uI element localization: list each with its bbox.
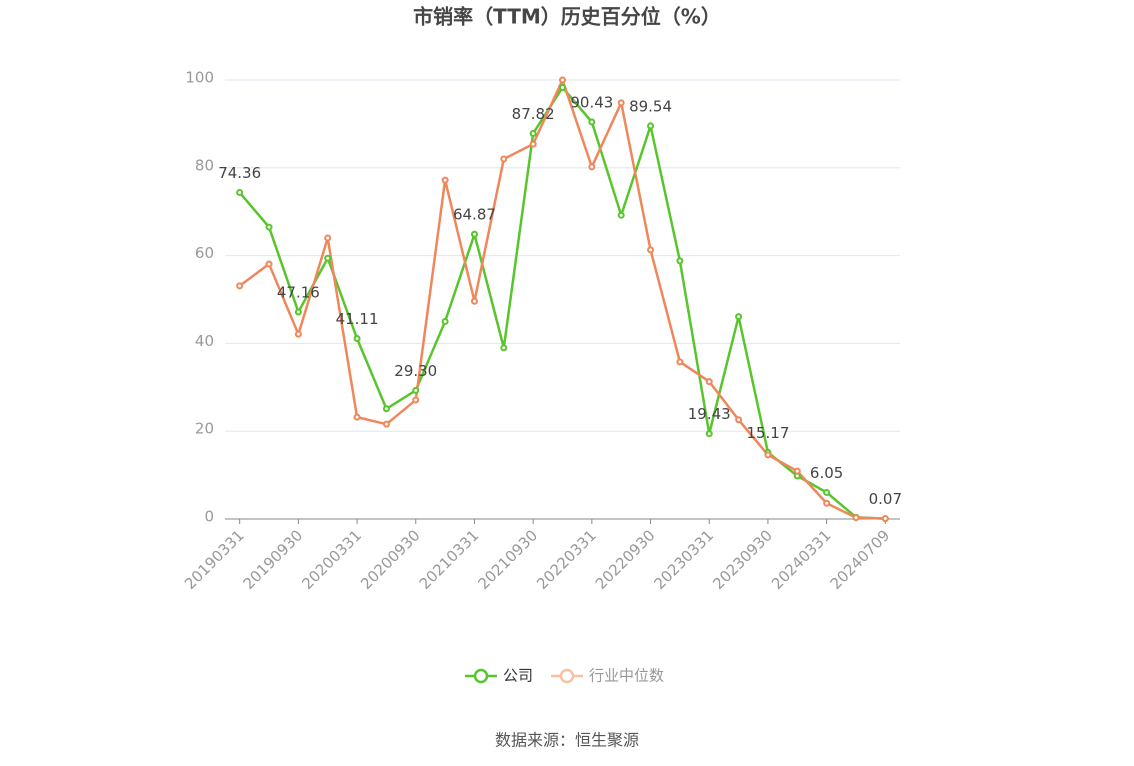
point <box>500 344 508 352</box>
legend-label: 公司 <box>503 667 533 685</box>
point <box>382 420 390 428</box>
legend-marker <box>559 668 575 684</box>
point <box>852 514 860 522</box>
y-tick-label: 80 <box>195 156 214 174</box>
y-tick-label: 20 <box>195 420 214 438</box>
point <box>412 386 420 394</box>
x-tick-label: 20230331 <box>651 526 718 593</box>
data-label: 29.30 <box>394 362 437 380</box>
point <box>441 176 449 184</box>
data-label: 19.43 <box>688 405 731 423</box>
y-tick-label: 60 <box>195 244 214 262</box>
data-label: 64.87 <box>453 206 496 224</box>
data-label: 90.43 <box>570 94 613 112</box>
x-tick-label: 20190930 <box>240 526 307 593</box>
point <box>823 488 831 496</box>
data-label: 89.54 <box>629 97 672 115</box>
point <box>265 223 273 231</box>
point <box>823 499 831 507</box>
data-label: 0.07 <box>869 490 902 508</box>
point <box>588 163 596 171</box>
data-label: 15.17 <box>746 424 789 442</box>
legend-marker <box>473 668 489 684</box>
point <box>265 260 273 268</box>
y-tick-label: 40 <box>195 332 214 350</box>
point <box>441 317 449 325</box>
point <box>412 396 420 404</box>
point <box>529 140 537 148</box>
point <box>617 211 625 219</box>
point <box>647 246 655 254</box>
x-tick-label: 20230930 <box>709 526 776 593</box>
point <box>676 358 684 366</box>
x-tick-label: 20240331 <box>768 526 835 593</box>
x-tick-label: 20200331 <box>298 526 365 593</box>
data-label: 74.36 <box>218 164 261 182</box>
data-label: 87.82 <box>512 105 555 123</box>
point <box>470 230 478 238</box>
x-tick-label: 20220930 <box>592 526 659 593</box>
point <box>324 234 332 242</box>
point <box>647 122 655 130</box>
x-tick-label: 20210331 <box>416 526 483 593</box>
data-label: 6.05 <box>810 464 843 482</box>
x-tick-label: 20220331 <box>533 526 600 593</box>
point <box>294 330 302 338</box>
source-note: 数据来源：恒生聚源 <box>495 731 639 750</box>
point <box>588 118 596 126</box>
chart-title: 市销率（TTM）历史百分位（%） <box>413 5 721 29</box>
y-tick-label: 0 <box>204 508 214 526</box>
point <box>470 297 478 305</box>
x-tick-label: 20200930 <box>357 526 424 593</box>
point <box>294 308 302 316</box>
point <box>382 405 390 413</box>
point <box>705 430 713 438</box>
series-line <box>238 85 886 520</box>
x-tick-label: 20190331 <box>181 526 248 593</box>
point <box>500 155 508 163</box>
point <box>881 515 889 523</box>
x-tick-label: 20240709 <box>827 526 894 593</box>
point <box>617 99 625 107</box>
point <box>676 257 684 265</box>
series-line <box>238 76 886 520</box>
point <box>324 254 332 262</box>
point <box>236 282 244 290</box>
point <box>764 451 772 459</box>
data-label: 47.16 <box>277 283 320 301</box>
data-label: 41.11 <box>336 310 379 328</box>
point <box>559 83 566 91</box>
point <box>735 416 743 424</box>
point <box>735 313 743 321</box>
point <box>353 413 361 421</box>
point <box>529 129 537 137</box>
legend-label: 行业中位数 <box>589 667 664 685</box>
point <box>353 335 361 343</box>
point <box>705 378 713 386</box>
x-tick-label: 20210930 <box>474 526 541 593</box>
point <box>559 76 566 84</box>
point <box>793 467 801 475</box>
point <box>236 189 244 197</box>
y-tick-label: 100 <box>185 69 214 87</box>
